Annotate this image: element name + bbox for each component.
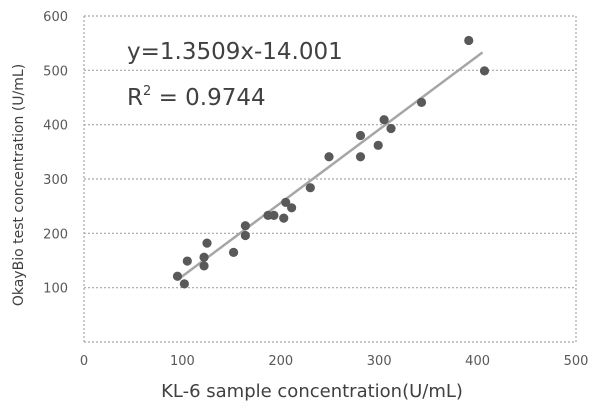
trendline-layer: [176, 51, 484, 281]
data-point: [199, 261, 209, 271]
x-tick-label: 200: [268, 354, 293, 369]
r-squared: R2 = 0.9744: [127, 84, 266, 111]
data-point: [479, 66, 490, 76]
data-point: [172, 271, 183, 281]
x-axis-title: KL-6 sample concentration(U/mL): [161, 381, 463, 402]
data-point: [355, 152, 366, 162]
data-point: [240, 230, 250, 241]
r2-superscript: 2: [143, 84, 151, 99]
r2-value: = 0.9744: [151, 85, 265, 111]
data-points: [172, 35, 490, 289]
x-tick-label: 0: [80, 354, 88, 369]
x-tick-label: 300: [367, 354, 392, 369]
x-tick-label: 500: [564, 354, 589, 369]
data-point: [373, 140, 383, 150]
y-tick-label: 400: [43, 119, 68, 134]
data-point: [281, 197, 291, 207]
grid-layer: [83, 15, 577, 343]
data-point: [179, 279, 189, 289]
data-point: [386, 123, 396, 134]
data-point: [379, 115, 389, 125]
x-tick-label: 400: [465, 354, 490, 369]
data-point: [228, 247, 239, 257]
y-tick-label: 500: [43, 64, 68, 79]
y-tick-label: 200: [43, 227, 68, 242]
data-point: [182, 256, 192, 266]
y-tick-label: 300: [43, 173, 68, 188]
data-point: [269, 210, 279, 221]
data-point: [279, 213, 289, 223]
data-point: [287, 203, 297, 213]
data-point: [305, 183, 315, 193]
data-point: [355, 130, 366, 141]
y-axis-title: OkayBio test concentration (U/mL): [11, 64, 27, 306]
trend-equation: y=1.3509x-14.001: [127, 39, 343, 65]
y-tick-label: 600: [43, 10, 68, 25]
data-point: [464, 35, 474, 46]
data-point: [199, 252, 209, 262]
data-point: [324, 152, 334, 162]
y-tick-label: 100: [43, 282, 68, 297]
data-point: [416, 97, 427, 107]
tick-labels: 100 200 300 400 500 600 0 100 200 300 400 500: [43, 10, 588, 369]
data-point: [240, 221, 250, 231]
trendline: [176, 51, 484, 281]
x-tick-label: 100: [170, 354, 195, 369]
r2-prefix: R: [127, 85, 143, 111]
data-point: [202, 238, 212, 248]
